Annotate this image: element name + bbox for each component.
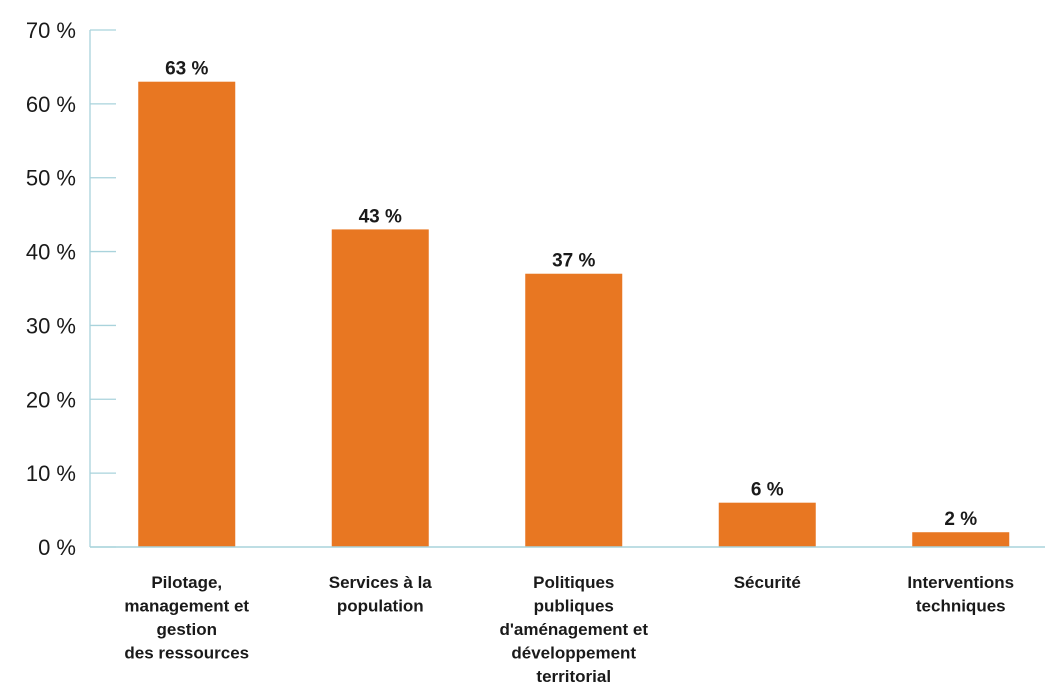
x-tick-label: Interventions techniques — [907, 573, 1014, 616]
y-tick-label: 0 % — [38, 535, 76, 560]
x-tick-label: Pilotage, management et gestion des ressour… — [124, 573, 249, 663]
x-axis: Pilotage, management et gestion des ressour… — [90, 546, 1045, 686]
y-tick-label: 30 % — [26, 313, 76, 338]
data-label: 37 % — [552, 251, 595, 272]
bar — [525, 273, 623, 547]
y-tick-label: 20 % — [26, 387, 76, 412]
data-label: 2 % — [944, 509, 977, 530]
x-tick-label: Services à la population — [329, 573, 433, 616]
y-tick-label: 70 % — [26, 18, 76, 43]
bars — [138, 81, 1010, 547]
data-labels: 63 % 43 % 37 % 6 % 2 % — [165, 59, 977, 531]
y-tick-label: 10 % — [26, 461, 76, 486]
bar — [912, 532, 1010, 547]
bar — [718, 502, 816, 547]
bar — [138, 81, 236, 547]
y-tick-label: 60 % — [26, 92, 76, 117]
data-label: 6 % — [751, 480, 784, 501]
data-label: 43 % — [359, 206, 402, 227]
x-tick-label: Sécurité — [734, 573, 801, 592]
y-axis: 0 % 10 % 20 % 30 % 40 % 50 % 60 % 70 % — [26, 18, 116, 560]
y-tick-label: 50 % — [26, 166, 76, 191]
bar — [331, 229, 429, 547]
data-label: 63 % — [165, 59, 208, 80]
x-tick-label: Politiques publiques d'aménagement et dével… — [499, 573, 648, 686]
y-tick-label: 40 % — [26, 240, 76, 265]
